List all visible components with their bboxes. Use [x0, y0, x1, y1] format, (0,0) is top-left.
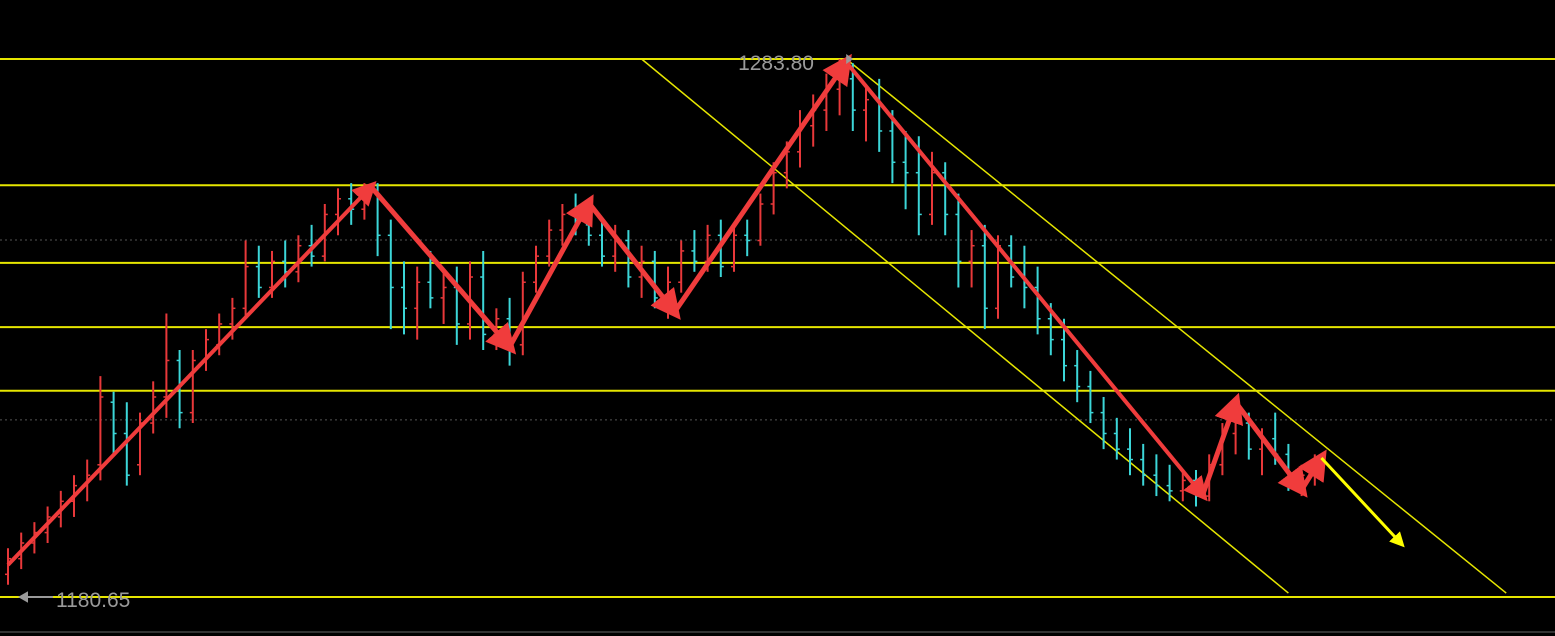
ohlc-bar [1140, 443, 1147, 486]
ohlc-bar [110, 391, 117, 455]
ohlc-bar [863, 84, 869, 142]
ohlc-bar [757, 193, 764, 246]
price-bars [5, 59, 1318, 585]
ohlc-bar [1034, 266, 1041, 335]
zigzag-arrow [507, 194, 594, 349]
ohlc-bar [625, 230, 632, 288]
ohlc-bar [519, 271, 526, 356]
ohlc-bar [651, 250, 658, 309]
ohlc-bar [1074, 350, 1081, 403]
ohlc-bar [414, 266, 421, 340]
ohlc-bar [440, 271, 447, 324]
ohlc-bar [480, 250, 487, 351]
ohlc-bar [691, 230, 698, 272]
ohlc-bar [506, 297, 513, 366]
ohlc-bar [968, 230, 975, 288]
ohlc-bar [955, 193, 962, 288]
ohlc-bar [387, 219, 394, 330]
ohlc-bar [876, 78, 883, 152]
ohlc-bar [902, 130, 909, 210]
ohlc-bar [981, 224, 988, 330]
channel-line [641, 58, 1289, 594]
ohlc-bar [176, 350, 183, 429]
ohlc-bar [295, 235, 302, 283]
trend-channel [641, 58, 1507, 594]
ohlc-bar [150, 381, 157, 434]
ohlc-bar [401, 261, 407, 335]
ohlc-bar [889, 110, 896, 184]
ohlc-bar [189, 350, 196, 424]
ohlc-bar [744, 219, 751, 257]
zigzag-arrow [844, 60, 1208, 502]
projection-arrow [1320, 456, 1405, 548]
ohlc-bar [427, 250, 434, 309]
ohlc-bar [137, 412, 143, 476]
zigzag-arrow [1200, 392, 1244, 496]
ohlc-bar [308, 224, 315, 267]
high-price-label: 1283.80 [738, 52, 814, 75]
ohlc-bar [665, 266, 671, 319]
channel-line [845, 58, 1507, 594]
ohlc-bar [797, 110, 803, 168]
price-labels: 1283.80 1180.65 [56, 52, 814, 612]
ohlc-bar [1087, 370, 1094, 424]
zigzag-arrows [6, 53, 1405, 603]
ohlc-bar [203, 329, 209, 371]
ohlc-bar [5, 548, 11, 585]
ohlc-bar [1298, 464, 1305, 497]
ohlc-bar [731, 224, 737, 272]
zigzag-arrow [672, 53, 852, 314]
ohlc-bar [599, 219, 605, 267]
ohlc-bar [1100, 396, 1107, 450]
ohlc-bar [533, 245, 539, 293]
ohlc-bar [1153, 454, 1160, 497]
zigzag-arrow [369, 185, 517, 355]
ohlc-bar [97, 376, 104, 481]
ohlc-bar [1113, 417, 1120, 460]
ohlc-bar [823, 73, 830, 131]
ohlc-bar [1127, 428, 1133, 476]
zigzag-arrow [1233, 400, 1308, 498]
ohlc-bar [242, 240, 249, 319]
ohlc-bar [1166, 464, 1173, 502]
ohlc-bar [453, 266, 460, 345]
low-price-label: 1180.65 [56, 589, 130, 612]
high-marker-icon [846, 54, 854, 64]
ohlc-bar [678, 240, 685, 293]
zigzag-thin-line [7, 186, 372, 566]
zigzag-arrow [586, 201, 681, 320]
ohlc-bar [810, 94, 817, 147]
ohlc-bar [255, 245, 262, 298]
ohlc-bar [559, 203, 566, 246]
zigzag-arrow [1298, 449, 1327, 492]
ohlc-bar [942, 162, 949, 236]
ohlc-bar [546, 219, 553, 267]
low-marker-arrow-icon [17, 591, 53, 603]
ohlc-bar [335, 188, 341, 236]
